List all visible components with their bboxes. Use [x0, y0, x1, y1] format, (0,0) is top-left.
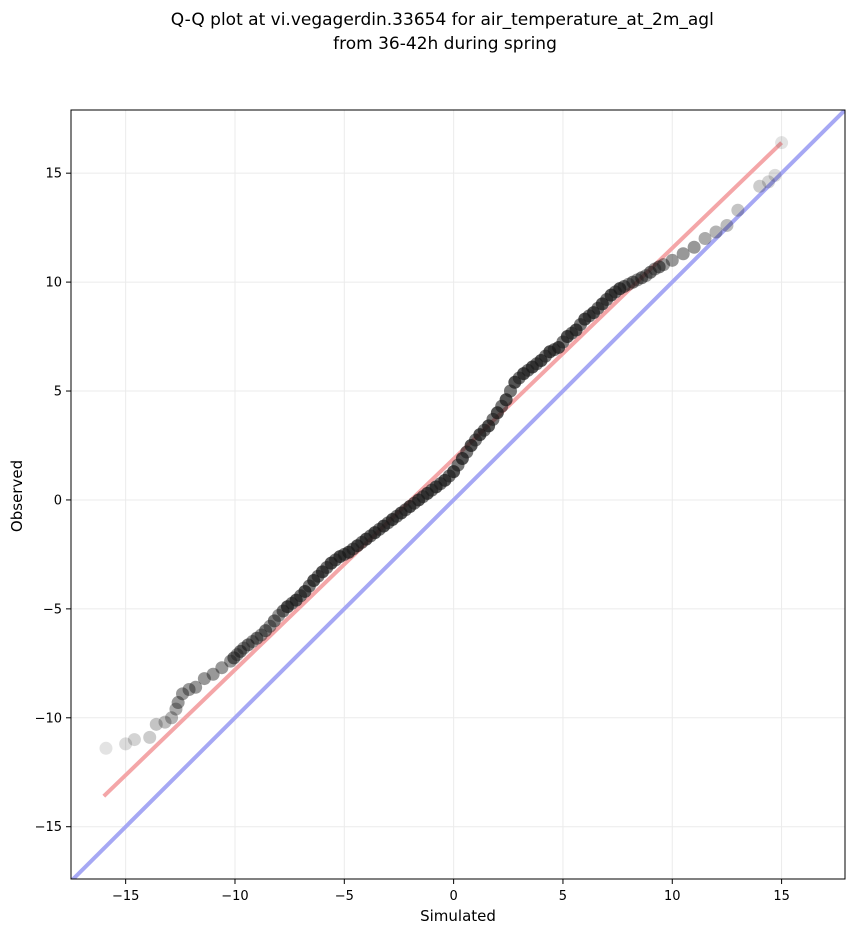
x-axis-ticks: −15 −10 −5 0 5 10 15	[112, 879, 790, 904]
x-axis-label: Simulated	[420, 907, 496, 925]
chart-title: Q-Q plot at vi.vegagerdin.33654 for air_…	[171, 10, 719, 54]
quantile-point	[171, 696, 185, 710]
quantile-point	[320, 560, 334, 574]
plot-frame	[70, 109, 846, 880]
quantile-point	[143, 730, 157, 744]
x-tick-label: −5	[335, 889, 354, 904]
quantile-point	[182, 682, 196, 696]
quantile-points	[99, 136, 789, 755]
quantile-point	[302, 579, 316, 593]
quantile-point	[591, 301, 605, 315]
y-tick-label: 0	[54, 493, 62, 508]
quantile-point	[294, 589, 308, 603]
quantile-point	[158, 715, 172, 729]
quantile-point	[512, 371, 526, 385]
quantile-point	[775, 136, 789, 150]
grid-lines	[71, 110, 845, 879]
quantile-point	[127, 733, 141, 747]
quantile-point	[197, 672, 211, 686]
y-tick-label: 15	[45, 167, 62, 182]
quantile-point	[486, 412, 500, 426]
quantile-point	[731, 203, 745, 217]
y-axis-ticks: −15 −10 −5 0 5 10 15	[35, 167, 71, 835]
y-tick-label: 10	[45, 276, 62, 291]
y-axis-label: Observed	[8, 460, 26, 532]
quantile-point	[720, 218, 734, 232]
x-tick-label: −10	[221, 889, 248, 904]
x-tick-label: −15	[112, 889, 139, 904]
quantile-point	[709, 225, 723, 239]
quantile-point	[495, 399, 509, 413]
quantile-point	[468, 433, 482, 447]
quantile-point	[556, 335, 570, 349]
quantile-point	[189, 680, 203, 694]
x-tick-label: 0	[449, 889, 457, 904]
quantile-point	[547, 343, 561, 357]
reference-lines	[71, 110, 845, 879]
quantile-point	[176, 687, 190, 701]
quantile-point	[573, 318, 587, 332]
quantile-point	[477, 423, 491, 437]
fit-line	[102, 141, 783, 798]
quantile-point	[652, 260, 666, 274]
quantile-point	[276, 604, 290, 618]
quantile-point	[460, 445, 474, 459]
quantile-point	[267, 614, 281, 628]
quantile-point	[665, 253, 679, 267]
quantile-point	[761, 175, 775, 189]
y-tick-label: −15	[35, 820, 62, 835]
quantile-point	[442, 469, 456, 483]
chart-title-line-1: Q-Q plot at vi.vegagerdin.33654 for air_…	[171, 10, 714, 30]
quantile-point	[311, 569, 325, 583]
quantile-point	[169, 702, 183, 716]
quantile-point	[250, 631, 264, 645]
quantile-point	[676, 247, 690, 261]
quantile-point	[149, 717, 163, 731]
quantile-point	[165, 711, 179, 725]
quantile-point	[687, 240, 701, 254]
identity-line	[71, 110, 845, 879]
quantile-point	[565, 326, 579, 340]
x-tick-label: 15	[773, 889, 790, 904]
quantile-point	[99, 741, 113, 755]
x-tick-label: 10	[664, 889, 681, 904]
quantile-point	[451, 458, 465, 472]
quantile-point	[698, 232, 712, 246]
quantile-point	[285, 596, 299, 610]
y-tick-label: 5	[54, 385, 62, 400]
quantile-point	[206, 667, 220, 681]
y-tick-label: −5	[43, 602, 62, 617]
x-tick-label: 5	[559, 889, 567, 904]
quantile-point	[530, 357, 544, 371]
quantile-point	[600, 293, 614, 307]
quantile-point	[215, 661, 229, 675]
chart-title-line-2: from 36-42h during spring	[333, 34, 557, 54]
quantile-point	[259, 624, 273, 638]
quantile-point	[119, 737, 133, 751]
quantile-point	[768, 168, 782, 182]
quantile-point	[753, 179, 767, 193]
quantile-point	[434, 477, 448, 491]
quantile-point	[503, 384, 517, 398]
quantile-point	[582, 309, 596, 323]
y-tick-label: −10	[35, 711, 62, 726]
